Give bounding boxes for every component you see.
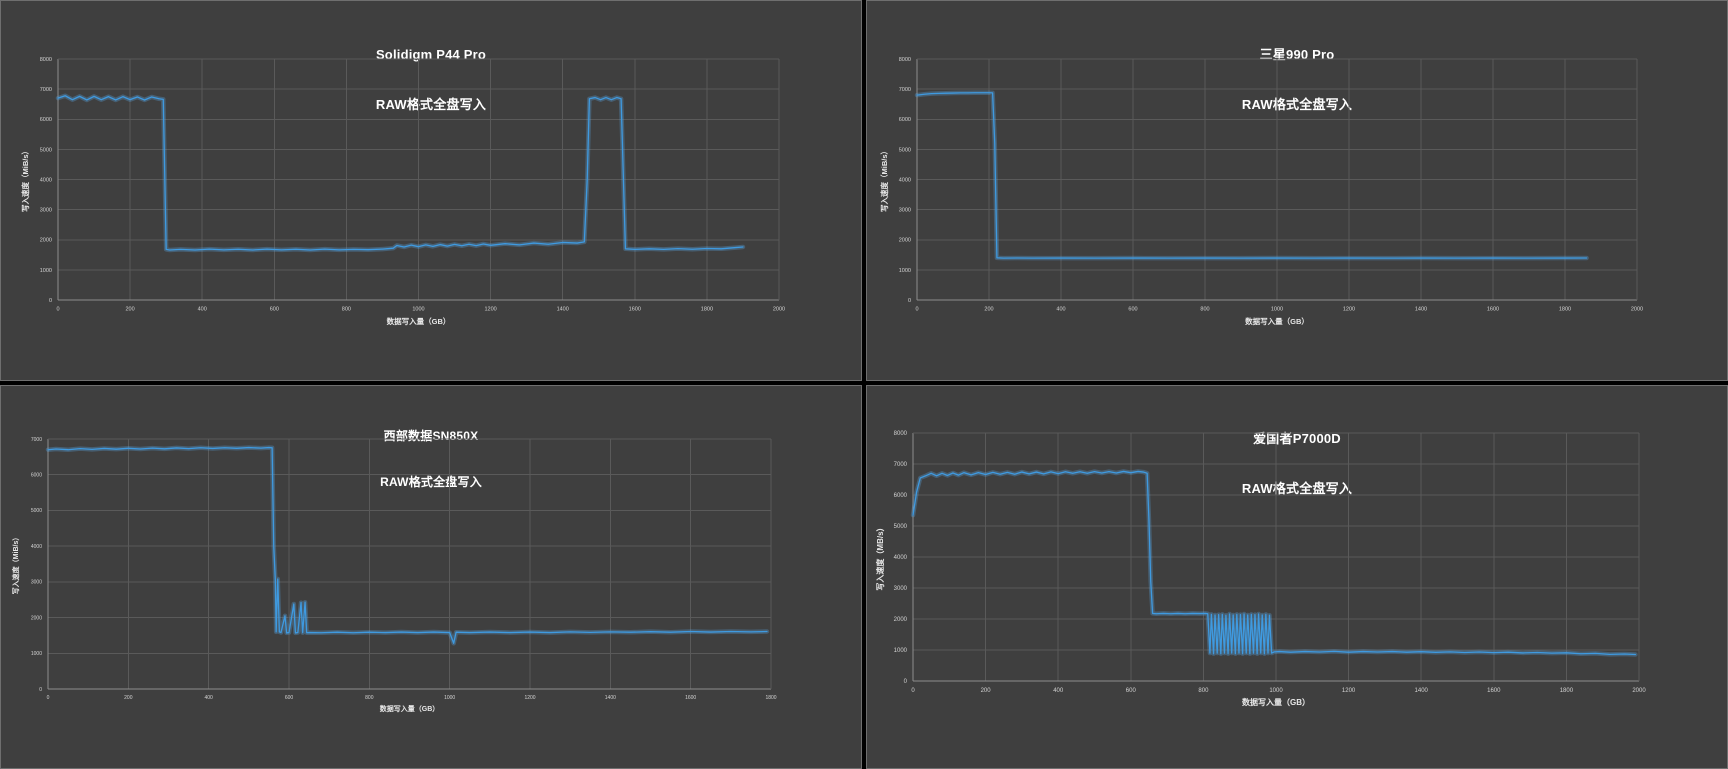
svg-text:5000: 5000 (894, 524, 908, 530)
x-axis-title: 数据写入量（GB） (387, 316, 451, 326)
svg-text:600: 600 (270, 307, 279, 313)
svg-text:0: 0 (56, 307, 59, 313)
svg-text:3000: 3000 (40, 208, 52, 214)
svg-text:1000: 1000 (31, 651, 42, 657)
svg-text:0: 0 (904, 679, 908, 685)
svg-text:8000: 8000 (40, 57, 52, 63)
svg-text:3000: 3000 (894, 586, 908, 592)
svg-text:4000: 4000 (894, 555, 908, 561)
svg-text:1200: 1200 (1343, 307, 1355, 313)
y-axis-title: 写入速度（MB/s） (875, 523, 885, 590)
svg-text:1600: 1600 (1487, 688, 1501, 694)
svg-text:600: 600 (285, 695, 294, 701)
svg-text:1000: 1000 (412, 307, 424, 313)
plot-area-aigo-p7000d: 0 1000 2000 3000 4000 5000 6000 7000 8000 0 200 400… (875, 431, 1646, 707)
svg-text:400: 400 (198, 307, 207, 313)
chart-panel-solidigm-p44-pro: Solidigm P44 Pro RAW格式全盘写入 0 1000 2000 3000… (0, 0, 862, 381)
svg-text:0: 0 (47, 695, 50, 701)
svg-text:800: 800 (1198, 688, 1209, 694)
svg-text:0: 0 (39, 687, 42, 693)
x-axis-title: 数据写入量（GB） (380, 704, 440, 713)
svg-text:2000: 2000 (1632, 688, 1646, 694)
svg-text:7000: 7000 (40, 87, 52, 93)
svg-text:1600: 1600 (629, 307, 641, 313)
svg-text:1600: 1600 (1487, 307, 1499, 313)
plot-area-wd-sn850x: 0 1000 2000 3000 4000 5000 6000 7000 0 200 400 600 8… (11, 437, 777, 713)
svg-text:1400: 1400 (1415, 688, 1429, 694)
svg-text:7000: 7000 (31, 437, 42, 443)
svg-text:6000: 6000 (894, 493, 908, 499)
svg-text:1800: 1800 (1560, 688, 1574, 694)
svg-text:4000: 4000 (31, 544, 42, 550)
svg-text:1800: 1800 (701, 307, 713, 313)
svg-text:7000: 7000 (899, 87, 911, 93)
svg-text:0: 0 (911, 688, 915, 694)
svg-text:800: 800 (365, 695, 374, 701)
svg-text:2000: 2000 (894, 617, 908, 623)
svg-text:6000: 6000 (40, 117, 52, 123)
svg-text:200: 200 (984, 307, 993, 313)
svg-text:200: 200 (126, 307, 135, 313)
svg-text:4000: 4000 (899, 177, 911, 183)
x-axis-title: 数据写入量（GB） (1245, 316, 1309, 326)
svg-text:8000: 8000 (894, 431, 908, 437)
svg-text:3000: 3000 (899, 208, 911, 214)
svg-text:1400: 1400 (1415, 307, 1427, 313)
svg-text:5000: 5000 (899, 147, 911, 153)
svg-text:1000: 1000 (899, 268, 911, 274)
svg-text:1200: 1200 (484, 307, 496, 313)
svg-text:600: 600 (1128, 307, 1137, 313)
svg-text:3000: 3000 (31, 580, 42, 586)
svg-text:1000: 1000 (1269, 688, 1283, 694)
svg-text:1400: 1400 (605, 695, 616, 701)
svg-text:800: 800 (1200, 307, 1209, 313)
svg-text:2000: 2000 (773, 307, 785, 313)
svg-text:8000: 8000 (899, 57, 911, 63)
svg-text:0: 0 (915, 307, 918, 313)
plot-area-samsung-990-pro: 0 1000 2000 3000 4000 5000 6000 7000 8000 0 200 400… (879, 57, 1643, 326)
svg-text:200: 200 (124, 695, 133, 701)
svg-text:6000: 6000 (31, 473, 42, 479)
svg-text:1000: 1000 (1271, 307, 1283, 313)
svg-text:1800: 1800 (765, 695, 776, 701)
svg-text:1000: 1000 (40, 268, 52, 274)
svg-text:1200: 1200 (524, 695, 535, 701)
svg-text:2000: 2000 (40, 238, 52, 244)
chart-panel-aigo-p7000d: 爱国者P7000D RAW格式全盘写入 0 1000 2000 3000 4000 500… (866, 385, 1728, 769)
svg-text:4000: 4000 (40, 177, 52, 183)
svg-text:600: 600 (1126, 688, 1137, 694)
svg-text:0: 0 (908, 298, 911, 304)
plot-area-solidigm-p44-pro: 0 1000 2000 3000 4000 5000 6000 7000 8000 0 200 400… (20, 57, 785, 326)
svg-text:1000: 1000 (894, 648, 908, 654)
chart-panel-samsung-990-pro: 三星990 Pro RAW格式全盘写入 0 1000 2000 3000 4000 500… (866, 0, 1728, 381)
svg-text:2000: 2000 (31, 615, 42, 621)
x-axis-title: 数据写入量（GB） (1242, 697, 1310, 707)
svg-text:200: 200 (981, 688, 992, 694)
svg-text:2000: 2000 (899, 238, 911, 244)
svg-text:800: 800 (342, 307, 351, 313)
svg-text:400: 400 (204, 695, 213, 701)
svg-text:1600: 1600 (685, 695, 696, 701)
svg-text:0: 0 (49, 298, 52, 304)
svg-text:1400: 1400 (557, 307, 569, 313)
svg-text:5000: 5000 (40, 147, 52, 153)
svg-text:1200: 1200 (1342, 688, 1356, 694)
svg-text:400: 400 (1053, 688, 1064, 694)
svg-text:1800: 1800 (1559, 307, 1571, 313)
y-axis-title: 写入速度（MiB/s） (879, 147, 889, 212)
chart-panel-wd-sn850x: 西部数据SN850X RAW格式全盘写入 0 1000 2000 3000 4000 50… (0, 385, 862, 769)
svg-text:7000: 7000 (894, 462, 908, 468)
y-axis-title: 写入速度（MiB/s） (20, 147, 30, 212)
svg-text:5000: 5000 (31, 508, 42, 514)
svg-text:1000: 1000 (444, 695, 455, 701)
svg-text:2000: 2000 (1631, 307, 1643, 313)
svg-text:6000: 6000 (899, 117, 911, 123)
svg-text:400: 400 (1056, 307, 1065, 313)
y-axis-title: 写入速度（MiB/s） (11, 534, 20, 595)
